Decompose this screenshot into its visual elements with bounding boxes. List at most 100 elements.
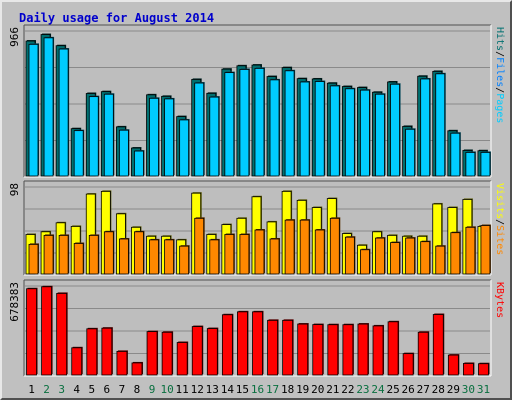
x-tick-day-21: 21 bbox=[326, 383, 339, 396]
x-tick-day-28: 28 bbox=[432, 383, 445, 396]
x-tick-day-10: 10 bbox=[160, 383, 173, 396]
kbytes-bar-day-23 bbox=[357, 323, 369, 376]
x-tick-day-8: 8 bbox=[134, 383, 141, 396]
kbytes-bar-day-20 bbox=[312, 324, 324, 376]
pages-bar-day-24 bbox=[375, 93, 385, 177]
sites-bar-day-22 bbox=[344, 236, 355, 275]
legend-item: Visits bbox=[494, 183, 505, 219]
sites-bar-day-20 bbox=[314, 229, 325, 275]
kbytes-bar-day-19 bbox=[297, 323, 309, 376]
sites-bar-day-17 bbox=[269, 238, 280, 275]
pages-bar-day-17 bbox=[269, 79, 280, 177]
sites-bar-day-26 bbox=[405, 237, 416, 275]
legend-item: / bbox=[494, 87, 505, 93]
pages-bar-day-25 bbox=[390, 83, 400, 177]
x-tick-day-1: 1 bbox=[28, 383, 35, 396]
x-tick-day-12: 12 bbox=[191, 383, 204, 396]
x-tick-day-27: 27 bbox=[417, 383, 430, 396]
x-tick-day-2: 2 bbox=[43, 383, 50, 396]
legend-item: Pages bbox=[494, 93, 505, 123]
pages-bar-day-2 bbox=[43, 37, 54, 177]
kbytes-bar-day-27 bbox=[417, 331, 429, 376]
x-tick-day-13: 13 bbox=[206, 383, 219, 396]
sites-bar-day-19 bbox=[299, 219, 310, 275]
sites-bar-day-13 bbox=[209, 239, 220, 275]
kbytes-bar-day-15 bbox=[237, 311, 248, 376]
kbytes-bar-day-5 bbox=[86, 328, 98, 376]
x-tick-day-30: 30 bbox=[462, 383, 475, 396]
sites-bar-day-8 bbox=[134, 231, 144, 275]
legend-kbytes-panel: KBytes bbox=[494, 282, 505, 318]
sites-bar-day-6 bbox=[103, 231, 114, 275]
sites-bar-day-30 bbox=[465, 226, 476, 275]
kbytes-bar-day-30 bbox=[463, 363, 474, 376]
chart-title: Daily usage for August 2014 bbox=[19, 11, 215, 25]
x-tick-day-20: 20 bbox=[311, 383, 324, 396]
kbytes-bar-day-24 bbox=[372, 325, 384, 376]
x-tick-day-24: 24 bbox=[371, 383, 385, 396]
pages-bar-day-8 bbox=[134, 150, 144, 177]
y-max-label: 966 bbox=[8, 27, 21, 47]
kbytes-panel: 678383 KBytes bbox=[8, 279, 505, 377]
x-tick-day-14: 14 bbox=[221, 383, 235, 396]
kbytes-bar-day-3 bbox=[56, 293, 68, 376]
sites-bar-day-4 bbox=[73, 243, 84, 275]
x-axis-labels: 1 2 3 4 5 6 7 8 9 10 11 12 13 14 15 16 17 18 19 20 21 22 23 24 2… bbox=[28, 383, 490, 396]
sites-bar-day-2 bbox=[43, 234, 54, 275]
pages-bar-day-3 bbox=[58, 48, 69, 177]
kbytes-bar-day-12 bbox=[191, 326, 203, 376]
pages-bar-day-4 bbox=[73, 130, 84, 177]
sites-bar-day-21 bbox=[329, 217, 340, 275]
legend-item: Sites bbox=[494, 225, 505, 255]
sites-bar-day-9 bbox=[149, 239, 159, 275]
kbytes-bar-day-21 bbox=[327, 324, 339, 376]
pages-bar-day-1 bbox=[28, 43, 39, 177]
sites-bar-day-29 bbox=[450, 232, 461, 275]
sites-bar-day-7 bbox=[118, 238, 129, 275]
pages-bar-day-11 bbox=[179, 119, 190, 177]
kbytes-bar-day-28 bbox=[432, 314, 444, 376]
kbytes-bar-day-1 bbox=[26, 288, 37, 376]
pages-bar-day-10 bbox=[164, 98, 174, 177]
pages-bar-day-14 bbox=[224, 72, 235, 177]
pages-bar-day-5 bbox=[88, 96, 99, 177]
pages-bar-day-6 bbox=[103, 93, 114, 177]
pages-bar-day-21 bbox=[329, 85, 340, 177]
x-tick-day-15: 15 bbox=[236, 383, 249, 396]
hits-pages-panel: 966 Hits/Files/Pages bbox=[8, 24, 505, 178]
sites-bar-day-31 bbox=[480, 225, 491, 275]
kbytes-bar-day-26 bbox=[402, 353, 414, 376]
legend-item: Hits bbox=[494, 27, 505, 51]
pages-bar-day-23 bbox=[360, 89, 370, 177]
pages-bar-day-28 bbox=[435, 73, 446, 177]
pages-bar-day-20 bbox=[314, 81, 325, 177]
pages-bar-day-22 bbox=[344, 88, 355, 177]
kbytes-bar-day-11 bbox=[176, 342, 188, 376]
x-tick-day-5: 5 bbox=[88, 383, 95, 396]
legend-hits-pages-panel: Hits/Files/Pages bbox=[494, 27, 505, 123]
pages-bar-day-27 bbox=[420, 78, 431, 177]
pages-bar-day-12 bbox=[194, 82, 205, 177]
kbytes-bar-day-16 bbox=[252, 311, 263, 376]
pages-bar-day-15 bbox=[239, 69, 250, 177]
sites-bar-day-27 bbox=[420, 241, 431, 275]
pages-bar-day-9 bbox=[149, 97, 159, 177]
x-tick-day-11: 11 bbox=[176, 383, 189, 396]
x-tick-day-9: 9 bbox=[149, 383, 156, 396]
sites-bar-day-28 bbox=[435, 245, 446, 275]
kbytes-bar-day-9 bbox=[146, 331, 158, 376]
kbytes-bar-day-22 bbox=[342, 324, 354, 376]
pages-bar-day-19 bbox=[299, 81, 310, 177]
pages-bar-day-30 bbox=[465, 152, 476, 177]
x-tick-day-17: 17 bbox=[266, 383, 279, 396]
visits-sites-panel: 98 Visits/Sites bbox=[8, 180, 505, 276]
sites-bar-day-15 bbox=[239, 234, 250, 275]
x-tick-day-26: 26 bbox=[402, 383, 415, 396]
kbytes-bar-day-18 bbox=[282, 319, 294, 376]
pages-bar-day-29 bbox=[450, 132, 461, 177]
y-max-label: 98 bbox=[8, 183, 21, 196]
x-tick-day-22: 22 bbox=[341, 383, 354, 396]
sites-bar-day-1 bbox=[28, 243, 39, 275]
y-max-label: 678383 bbox=[8, 282, 21, 322]
